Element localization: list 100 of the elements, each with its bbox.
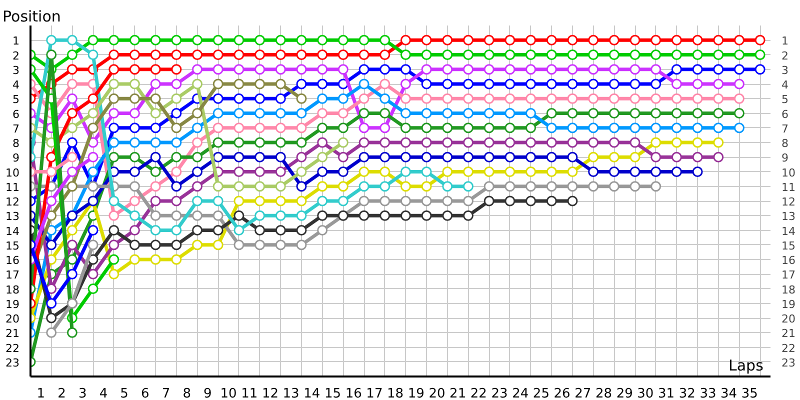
point — [734, 122, 744, 134]
point — [504, 152, 516, 162]
point — [129, 196, 140, 206]
point — [129, 166, 140, 177]
point — [504, 78, 516, 90]
point — [608, 181, 620, 192]
y2-tick-label: 9 — [782, 152, 788, 165]
point — [400, 122, 411, 134]
x-tick-label: 34 — [720, 386, 738, 400]
point — [400, 166, 411, 177]
x-tick-label: 16 — [345, 386, 362, 400]
point — [234, 137, 244, 148]
point — [108, 64, 120, 75]
point — [317, 50, 328, 60]
point — [338, 64, 348, 75]
point — [108, 93, 120, 104]
point — [588, 93, 599, 104]
point — [358, 210, 370, 221]
point — [66, 34, 78, 46]
point — [713, 93, 724, 104]
point — [442, 137, 453, 148]
point — [442, 108, 453, 118]
point — [338, 34, 348, 46]
point — [171, 93, 182, 104]
point — [588, 166, 599, 177]
point — [317, 122, 328, 134]
point — [338, 196, 348, 206]
y2-tick-label: 10 — [782, 166, 796, 180]
y-tick-label: 15 — [6, 239, 20, 252]
y2-tick-label: 7 — [782, 122, 788, 136]
point — [88, 284, 98, 294]
point — [380, 181, 390, 192]
point — [212, 78, 224, 90]
point — [150, 108, 161, 118]
point — [317, 196, 328, 206]
point — [462, 122, 474, 134]
point — [526, 181, 536, 192]
point — [275, 93, 286, 104]
point — [234, 93, 244, 104]
point — [650, 93, 662, 104]
y-tick-label: 11 — [6, 180, 20, 194]
x-tick-label: 27 — [574, 386, 592, 400]
point — [358, 50, 370, 60]
point — [671, 108, 682, 118]
point — [108, 196, 120, 206]
y-tick-label: 21 — [6, 327, 20, 340]
point — [358, 93, 370, 104]
point — [254, 181, 266, 192]
point — [88, 268, 98, 280]
point — [421, 78, 432, 90]
point — [234, 78, 244, 90]
point — [254, 240, 266, 250]
point — [567, 137, 578, 148]
point — [108, 152, 120, 162]
point — [171, 225, 182, 236]
point — [504, 122, 516, 134]
point — [150, 254, 161, 265]
point — [504, 50, 516, 60]
point — [650, 166, 662, 177]
point — [504, 93, 516, 104]
point — [338, 181, 348, 192]
point — [66, 327, 78, 338]
point — [192, 196, 203, 206]
point — [338, 108, 348, 118]
x-tick-label: 29 — [616, 386, 633, 400]
point — [150, 196, 161, 206]
x-tick-label: 32 — [678, 386, 696, 400]
point — [46, 327, 57, 338]
point — [171, 64, 182, 75]
point — [88, 152, 98, 162]
point — [588, 108, 599, 118]
point — [66, 78, 78, 90]
y2-tick-label: 14 — [782, 224, 796, 238]
point — [650, 78, 662, 90]
point — [484, 64, 494, 75]
x-tick-label: 4 — [99, 386, 108, 400]
y2-tick-label: 12 — [782, 196, 796, 208]
point — [296, 196, 307, 206]
point — [442, 50, 453, 60]
y2-tick-label: 4 — [782, 78, 788, 92]
point — [150, 225, 161, 236]
point — [380, 196, 390, 206]
point — [129, 225, 140, 236]
point — [630, 108, 640, 118]
point — [734, 93, 744, 104]
y2-tick-label: 3 — [782, 64, 788, 77]
point — [358, 108, 370, 118]
point — [421, 196, 432, 206]
point — [275, 196, 286, 206]
point — [630, 152, 640, 162]
point — [608, 137, 620, 148]
y-tick-label: 22 — [6, 342, 20, 355]
point — [671, 64, 682, 75]
point — [400, 137, 411, 148]
point — [567, 34, 578, 46]
point — [66, 108, 78, 118]
point — [192, 108, 203, 118]
x-tick-label: 28 — [595, 386, 612, 400]
point — [546, 78, 557, 90]
point — [212, 240, 224, 250]
